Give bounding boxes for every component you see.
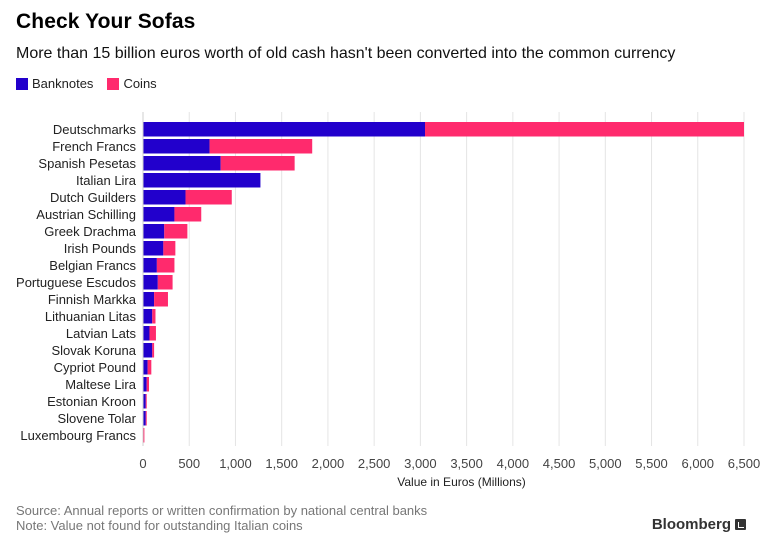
bar-banknotes — [143, 173, 261, 188]
bar-coins — [209, 139, 313, 154]
bar-banknotes — [143, 309, 153, 324]
bar-banknotes — [143, 190, 186, 205]
legend: Banknotes Coins — [16, 76, 171, 91]
category-label: Cypriot Pound — [54, 360, 136, 375]
bar-banknotes — [143, 326, 150, 341]
brand-name: Bloomberg — [651, 516, 731, 533]
category-label: Portuguese Escudos — [16, 275, 136, 290]
category-label: Latvian Lats — [66, 326, 137, 341]
category-label: Greek Drachma — [44, 224, 137, 239]
legend-swatch-banknotes — [16, 77, 28, 90]
category-label: Lithuanian Litas — [45, 309, 137, 324]
x-tick-label: 1,500 — [265, 456, 298, 471]
x-tick-label: 2,500 — [358, 456, 391, 471]
category-label: Austrian Schilling — [36, 207, 136, 222]
x-tick-label: 6,000 — [681, 456, 714, 471]
category-label: Deutschmarks — [53, 122, 137, 137]
bar-coins — [145, 394, 147, 409]
x-axis-title: Value in Euros (Millions) — [397, 475, 526, 489]
bar-banknotes — [143, 241, 164, 256]
bar-banknotes — [143, 343, 153, 358]
footnote: Note: Value not found for outstanding It… — [16, 518, 303, 533]
category-label: Slovak Koruna — [51, 343, 136, 358]
x-tick-label: 0 — [139, 456, 146, 471]
bar-coins — [185, 190, 232, 205]
bar-coins — [146, 377, 150, 392]
chart-subtitle: More than 15 billion euros worth of old … — [16, 45, 676, 62]
bar-banknotes — [143, 360, 148, 375]
bar-coins — [152, 343, 155, 358]
legend-label-banknotes: Banknotes — [32, 76, 94, 91]
legend-label-coins: Coins — [123, 76, 157, 91]
bloomberg-chart-icon — [735, 519, 746, 530]
category-label: Dutch Guilders — [50, 190, 136, 205]
bar-banknotes — [143, 139, 210, 154]
x-tick-label: 3,000 — [404, 456, 437, 471]
x-tick-label: 5,500 — [635, 456, 668, 471]
bar-banknotes — [143, 224, 165, 239]
category-label: Slovene Tolar — [57, 411, 136, 426]
x-tick-label: 5,000 — [589, 456, 622, 471]
x-tick-label: 2,000 — [312, 456, 345, 471]
x-tick-label: 4,500 — [543, 456, 576, 471]
bar-coins — [145, 411, 147, 426]
source-note: Source: Annual reports or written confir… — [16, 503, 428, 518]
bar-coins — [154, 292, 168, 307]
x-tick-label: 6,500 — [728, 456, 761, 471]
bar-banknotes — [143, 377, 147, 392]
bar-coins — [143, 428, 145, 443]
bar-coins — [220, 156, 295, 171]
bar-coins — [157, 275, 173, 290]
bar-banknotes — [143, 411, 146, 426]
bar-banknotes — [143, 156, 221, 171]
bar-banknotes — [143, 394, 146, 409]
bar-coins — [152, 309, 156, 324]
bar-banknotes — [143, 207, 175, 222]
x-tick-label: 1,000 — [219, 456, 252, 471]
legend-item-coins: Coins — [107, 76, 157, 91]
category-label: Spanish Pesetas — [38, 156, 136, 171]
x-tick-label: 3,500 — [450, 456, 483, 471]
category-label: French Francs — [52, 139, 136, 154]
bar-coins — [164, 224, 188, 239]
stacked-bar-chart: 0 500 1,000 1,500 2,000 2,500 3,000 3,500 4,000 4… — [16, 112, 761, 489]
category-label: Italian Lira — [76, 173, 137, 188]
bar-banknotes — [143, 292, 155, 307]
x-tick-label: 4,000 — [497, 456, 530, 471]
x-tick-label: 500 — [178, 456, 200, 471]
category-label: Irish Pounds — [64, 241, 137, 256]
bar-coins — [163, 241, 176, 256]
bar-coins — [425, 122, 744, 137]
bar-coins — [149, 326, 156, 341]
legend-item-banknotes: Banknotes — [16, 76, 93, 91]
bar-banknotes — [143, 122, 426, 137]
category-label: Finnish Markka — [48, 292, 137, 307]
category-label: Belgian Francs — [49, 258, 136, 273]
legend-swatch-coins — [107, 77, 120, 90]
category-label: Estonian Kroon — [47, 394, 136, 409]
category-label: Maltese Lira — [65, 377, 137, 392]
bar-coins — [174, 207, 202, 222]
bar-coins — [156, 258, 175, 273]
bar-banknotes — [143, 258, 157, 273]
bar-banknotes — [143, 275, 158, 290]
chart-title: Check Your Sofas — [16, 10, 196, 33]
category-label: Luxembourg Francs — [20, 428, 136, 443]
bar-coins — [147, 360, 152, 375]
brand-logo: Bloomberg — [652, 516, 746, 533]
